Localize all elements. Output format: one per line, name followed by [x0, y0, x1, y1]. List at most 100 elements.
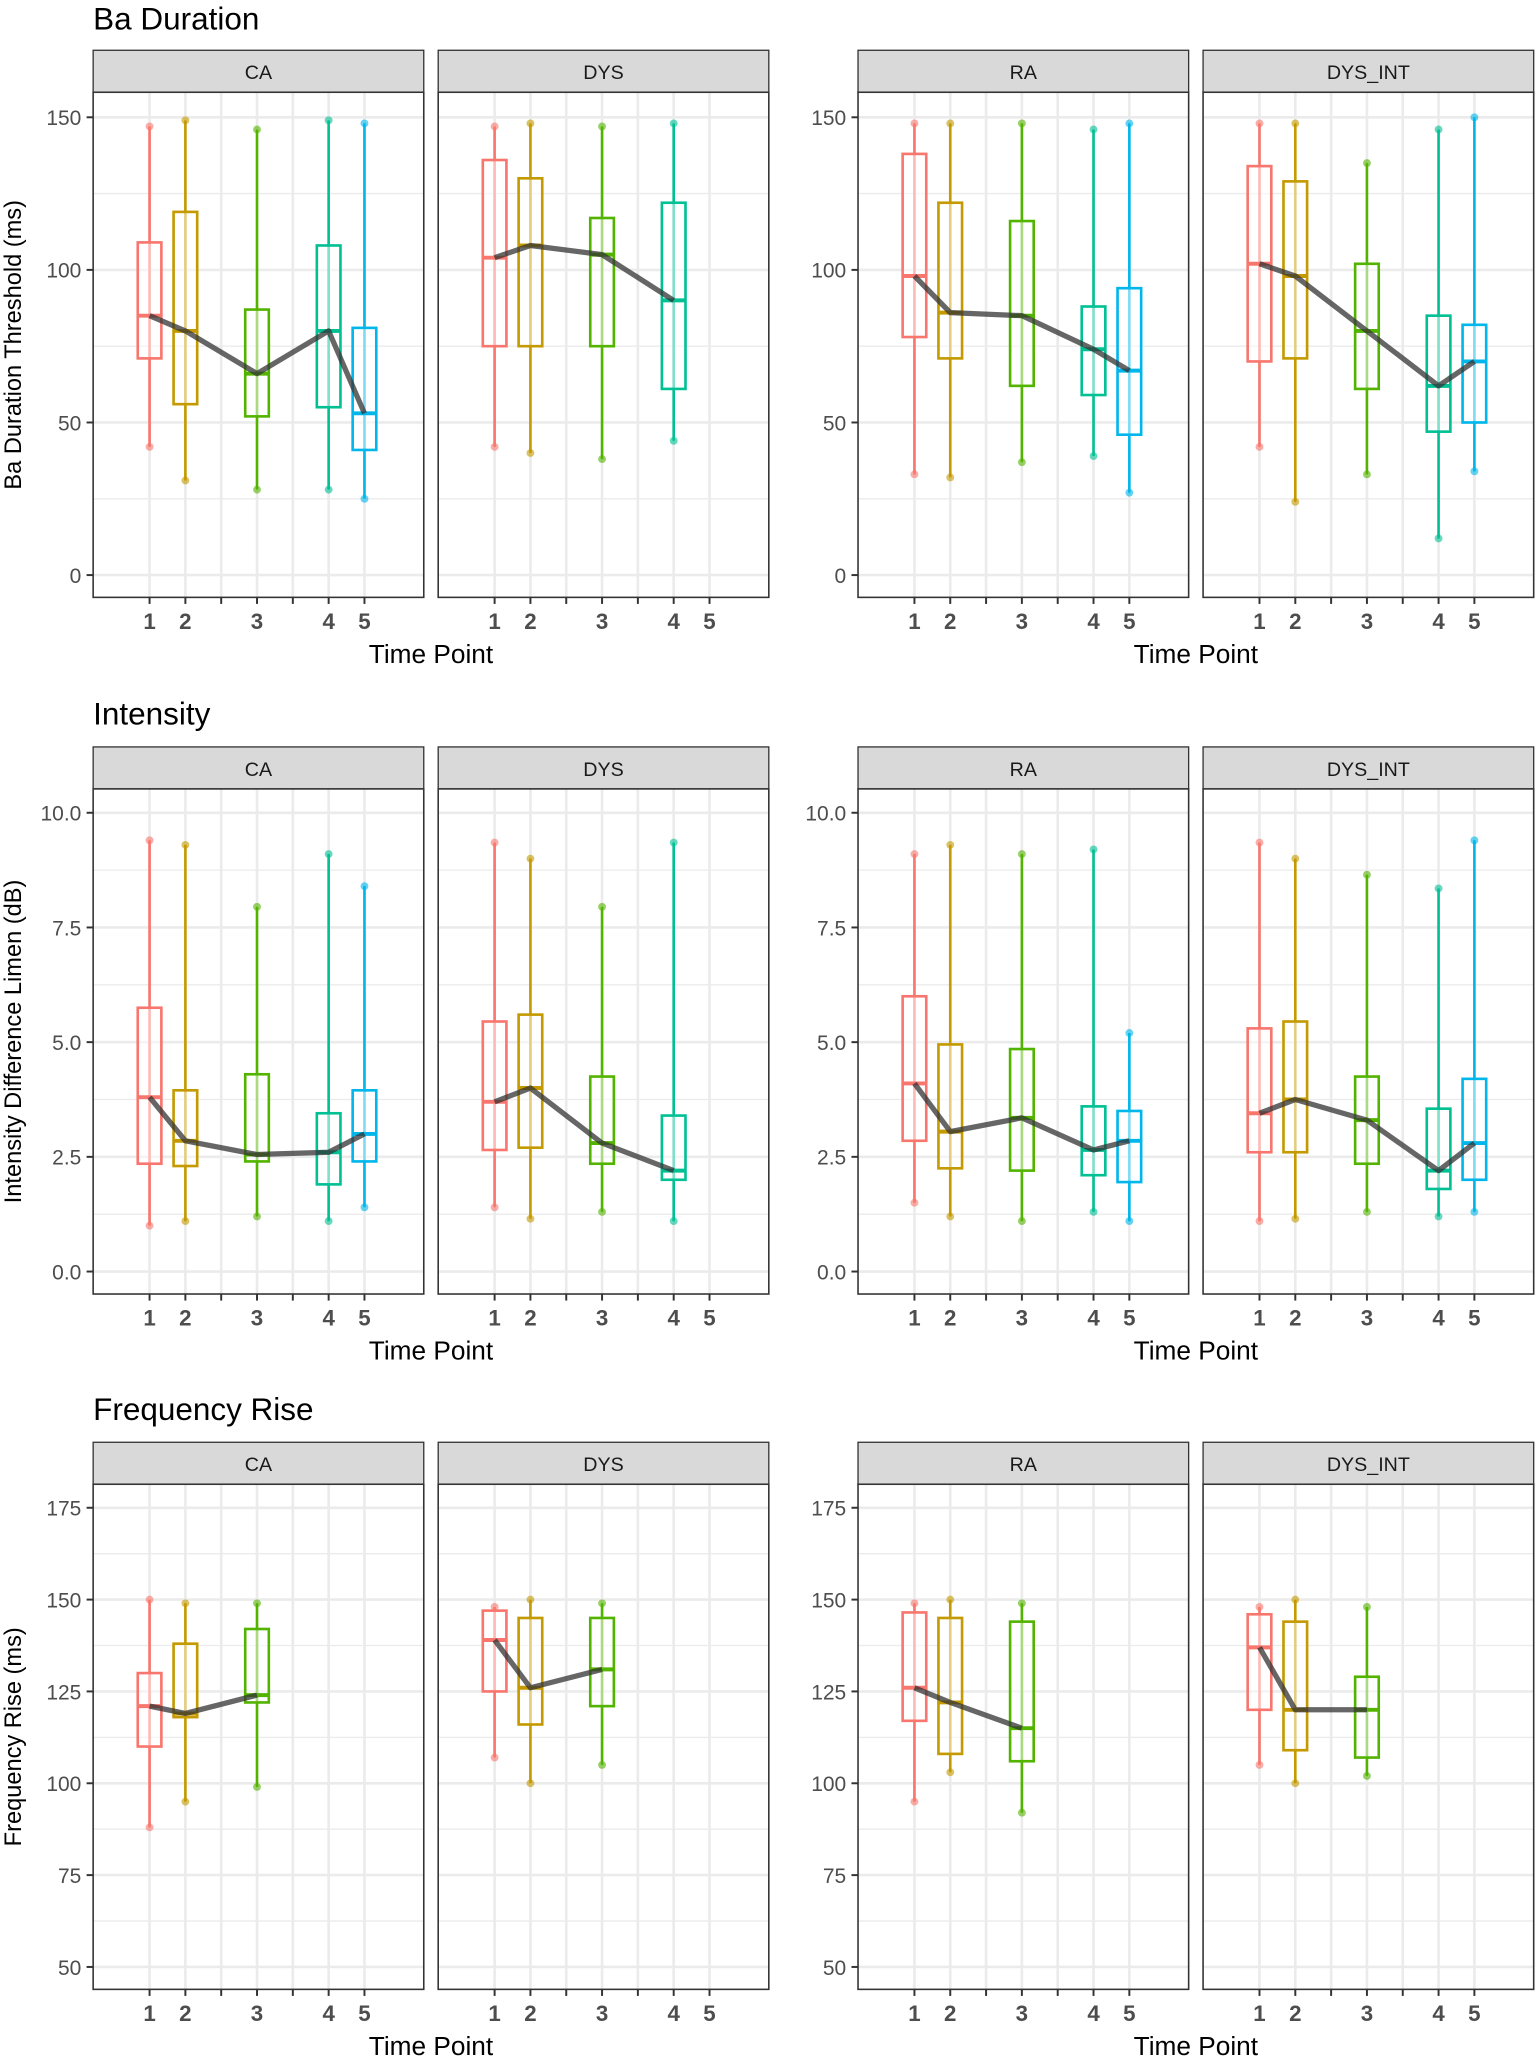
- x-tick-label: 3: [1016, 609, 1028, 634]
- box: [660, 1114, 687, 1182]
- chart-row-0: Ba Duration Ba Duration Threshold (ms) CA 1…: [1, 1, 1535, 669]
- y-axis-label: Frequency Rise (ms): [1, 1627, 27, 1846]
- y-tick-label: 100: [46, 1773, 81, 1796]
- data-point-max: [145, 836, 154, 845]
- x-tick-label: 4: [322, 2001, 335, 2026]
- data-point-min: [490, 1753, 499, 1762]
- x-tick-label: 1: [908, 2001, 920, 2026]
- box-time-1: [1246, 119, 1273, 451]
- data-point-max: [1089, 125, 1098, 134]
- y-tick-label: 50: [823, 1957, 846, 1980]
- x-tick-label: 3: [251, 1306, 263, 1331]
- facet-label: DYS_INT: [1327, 62, 1410, 84]
- data-point-max: [946, 119, 955, 128]
- median-trend-line: [492, 1638, 603, 1691]
- data-point-min: [490, 1203, 499, 1212]
- data-point-max: [360, 882, 369, 891]
- x-tick-label: 2: [944, 2001, 956, 2026]
- x-tick-label: 1: [1253, 1306, 1265, 1331]
- data-point-min: [181, 476, 190, 485]
- data-point-min: [526, 449, 535, 457]
- x-tick-label: 1: [908, 609, 920, 634]
- box-time-2: [517, 119, 544, 457]
- x-tick-label: 1: [488, 1306, 500, 1331]
- data-point-min: [324, 485, 333, 494]
- x-axis-label: Time Point: [1134, 1336, 1259, 1366]
- x-tick-label: 2: [944, 1306, 956, 1331]
- data-point-max: [1363, 159, 1371, 167]
- median-trend-line: [147, 1095, 366, 1158]
- data-point-max: [526, 854, 535, 863]
- data-point-min: [1291, 1779, 1300, 1788]
- facet-label: DYS: [583, 759, 623, 781]
- data-point-min: [1125, 488, 1134, 497]
- box: [243, 1072, 271, 1163]
- box-time-5: [1461, 836, 1488, 1216]
- box-time-2: [937, 119, 964, 482]
- data-point-min: [526, 1779, 535, 1788]
- x-tick-label: 3: [1361, 2001, 1373, 2026]
- box: [1246, 1612, 1273, 1712]
- data-point-min: [598, 1760, 606, 1769]
- median-trend-line: [1258, 1096, 1476, 1174]
- box: [1461, 1077, 1488, 1182]
- y-tick-label: 2.5: [52, 1147, 81, 1170]
- x-tick-label: 4: [1432, 609, 1445, 634]
- box-time-2: [1282, 854, 1309, 1223]
- box-time-5: [351, 882, 378, 1212]
- box: [901, 1611, 928, 1723]
- box: [1008, 219, 1036, 388]
- data-point-min: [946, 473, 955, 482]
- x-tick-label: 1: [143, 2001, 155, 2026]
- y-tick-label: 100: [811, 1773, 846, 1796]
- box: [136, 1006, 163, 1166]
- data-point-min: [1017, 1217, 1026, 1226]
- data-point-max: [669, 838, 678, 847]
- data-point-max: [145, 122, 154, 131]
- x-tick-label: 4: [1087, 1306, 1100, 1331]
- x-tick-label: 4: [1087, 2001, 1100, 2026]
- box-time-1: [1246, 1603, 1273, 1769]
- x-tick-label: 1: [908, 1306, 920, 1331]
- data-point-max: [490, 1603, 499, 1611]
- data-point-max: [1470, 836, 1479, 845]
- y-tick-label: 7.5: [52, 917, 81, 940]
- facet-label: CA: [245, 759, 273, 781]
- x-tick-label: 2: [524, 2001, 536, 2026]
- data-point-max: [324, 116, 333, 125]
- box-time-1: [136, 122, 163, 451]
- x-tick-label: 2: [1289, 609, 1301, 634]
- panel-dys_int: DYS_INT 1 2 3 4 5: [1202, 49, 1535, 634]
- median-trend-line: [493, 242, 676, 303]
- x-tick-label: 2: [1289, 1306, 1301, 1331]
- data-point-min: [1255, 1760, 1264, 1769]
- y-tick-label: 2.5: [817, 1147, 846, 1170]
- box: [1353, 1675, 1381, 1759]
- median-trend-line: [1257, 1646, 1367, 1713]
- data-point-min: [526, 1214, 535, 1223]
- row-title: Ba Duration: [93, 1, 259, 36]
- x-tick-label: 5: [1123, 1306, 1135, 1331]
- row-title: Frequency Rise: [93, 1392, 313, 1427]
- data-point-min: [1089, 1207, 1098, 1216]
- x-tick-label: 1: [488, 609, 500, 634]
- x-tick-label: 4: [667, 1306, 680, 1331]
- data-point-min: [360, 494, 369, 503]
- x-tick-label: 1: [488, 2001, 500, 2026]
- data-point-max: [910, 850, 919, 858]
- data-point-max: [490, 122, 499, 131]
- box: [243, 1627, 271, 1704]
- data-point-max: [181, 116, 190, 125]
- y-tick-label: 50: [58, 1957, 81, 1980]
- data-point-max: [1125, 1029, 1134, 1037]
- data-point-max: [910, 119, 919, 128]
- box-time-3: [588, 122, 616, 464]
- data-point-max: [360, 119, 369, 128]
- box: [588, 1075, 616, 1166]
- panel-ra: RA 1 2 3 4 5 50 75 100 125 150 175: [811, 1441, 1190, 2026]
- x-axis-label: Time Point: [369, 1336, 494, 1366]
- x-tick-label: 1: [1253, 2001, 1265, 2026]
- box-time-3: [1008, 850, 1036, 1226]
